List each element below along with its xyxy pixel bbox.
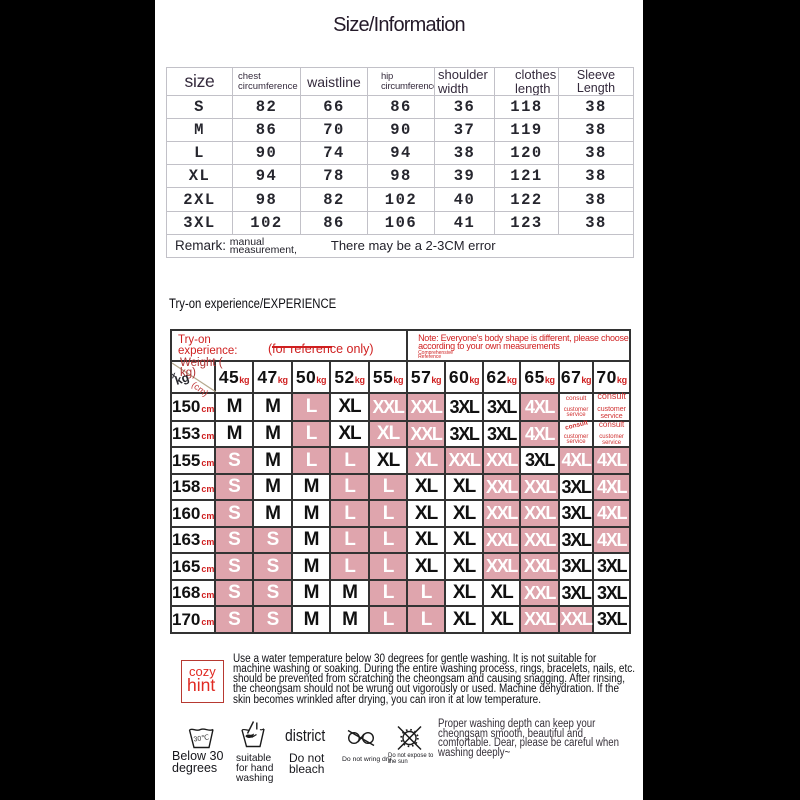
svg-text:30℃: 30℃ [193, 734, 210, 743]
